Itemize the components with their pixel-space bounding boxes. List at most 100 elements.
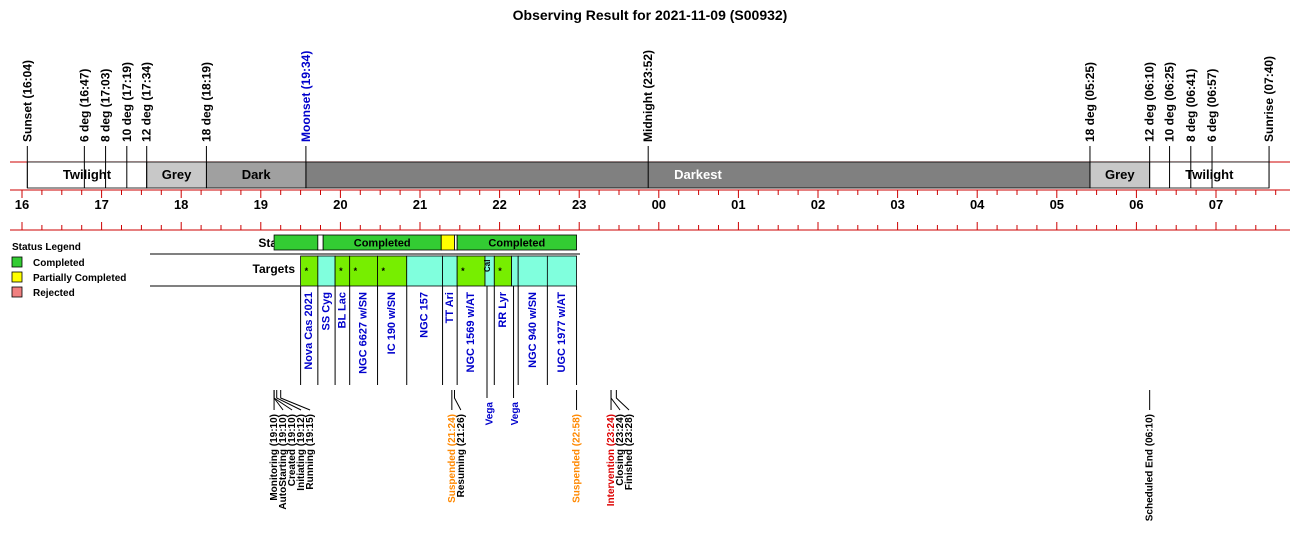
target-mark: * [305,266,309,276]
target-block [517,255,548,287]
target-block [406,255,443,287]
status-segment [317,234,324,251]
hour-label: 03 [890,197,904,212]
diagram-title: Observing Result for 2021-11-09 (S00932) [513,7,788,23]
event-label-bottom: Created (19:10) [287,414,298,486]
event-connector [276,390,302,411]
target-name: RR Lyr [497,291,509,327]
sky-band-label: Twilight [1185,167,1234,182]
status-segment-label: Completed [488,238,545,250]
event-label-top: 10 deg (06:25) [1163,62,1177,142]
event-label-bottom: AutoStarting (19:10) [278,414,289,510]
target-mark: * [339,266,343,276]
target-block [349,255,378,287]
event-label-bottom: Closing (23:24) [615,414,626,486]
status-segment [456,234,577,251]
status-segment [273,234,319,251]
target-block [377,255,408,287]
target-block [317,255,336,287]
hour-label: 20 [333,197,347,212]
legend-label: Partially Completed [33,273,126,284]
hour-label: 02 [811,197,825,212]
target-name: IC 190 w/SN [386,292,398,354]
event-connector [615,390,630,411]
target-block [442,255,458,287]
target-name: Vega [485,402,496,426]
event-label-top: 18 deg (05:25) [1083,62,1097,142]
hour-label: 21 [413,197,427,212]
event-label-bottom: Finished (23:28) [624,414,635,490]
sky-band-label: Grey [162,167,192,182]
legend-label: Completed [33,258,85,269]
hour-label: 05 [1050,197,1064,212]
target-mark: * [382,266,386,276]
hour-label: 04 [970,197,985,212]
target-block [546,255,577,287]
event-label-bottom: Suspended (21:24) [447,414,458,503]
event-label-top: Moonset (19:34) [299,51,313,142]
legend-label: Rejected [33,288,75,299]
target-block [493,255,512,287]
target-mark: * [498,266,502,276]
event-connector [280,390,311,411]
event-label-top: 18 deg (18:19) [199,62,213,142]
status-segment [440,234,455,251]
hour-label: 00 [652,197,666,212]
event-label-top: 8 deg (06:41) [1184,69,1198,142]
target-mark: * [354,266,358,276]
hour-label: 17 [94,197,108,212]
hour-label: 07 [1209,197,1223,212]
target-name: BL Lac [336,292,348,328]
hour-label: 23 [572,197,586,212]
event-connector [453,390,462,411]
event-label-bottom: Monitoring (19:10) [269,414,280,501]
target-mark: * [461,266,465,276]
sky-band-label: Dark [242,167,272,182]
event-label-bottom: Initiating (19:12) [296,414,307,491]
target-name: UGC 1977 w/AT [556,292,568,373]
event-label-top: 6 deg (16:47) [77,69,91,142]
legend-title: Status Legend [12,242,81,253]
target-name: NGC 6627 w/SN [358,292,370,374]
sky-band-label: Grey [1105,167,1135,182]
hour-label: 06 [1129,197,1143,212]
hour-label: 16 [15,197,29,212]
hour-label: 18 [174,197,188,212]
event-connector [610,390,621,411]
event-label-bottom: Suspended (22:58) [572,414,583,503]
event-label-bottom: Scheduled End (06:10) [1145,414,1156,521]
event-label-top: 12 deg (17:34) [140,62,154,142]
target-name: NGC 1569 w/AT [465,292,477,373]
event-label-top: 6 deg (06:57) [1205,69,1219,142]
legend-swatch [11,271,23,283]
status-segment-label: Completed [354,238,411,250]
event-connector [273,390,293,411]
target-name: NGC 940 w/SN [527,292,539,368]
hour-label: 19 [254,197,268,212]
event-label-bottom: Resuming (21:26) [456,414,467,497]
event-label-top: Sunset (16:04) [20,60,34,142]
target-block [300,255,319,287]
target-name: SS Cyg [320,292,332,331]
event-label-top: Sunrise (07:40) [1262,56,1276,142]
target-name: Vega [510,402,521,426]
hour-label: 22 [492,197,506,212]
target-name: Nova Cas 2021 [303,292,315,370]
event-label-top: 10 deg (17:19) [120,62,134,142]
event-label-top: 12 deg (06:10) [1143,62,1157,142]
event-label-bottom: Running (19:15) [305,414,316,490]
target-name: NGC 157 [419,292,431,338]
event-label-bottom: Intervention (23:24) [606,414,617,506]
event-label-top: Midnight (23:52) [641,50,655,142]
event-label-top: 8 deg (17:03) [99,69,113,142]
sky-band-label: Darkest [674,167,722,182]
legend-swatch [11,286,23,298]
legend-swatch [11,256,23,268]
sky-band-grey [146,161,207,189]
hour-label: 01 [731,197,745,212]
target-block [511,255,519,287]
sky-band-dark [206,161,307,189]
target-name: TT Ari [444,292,456,323]
